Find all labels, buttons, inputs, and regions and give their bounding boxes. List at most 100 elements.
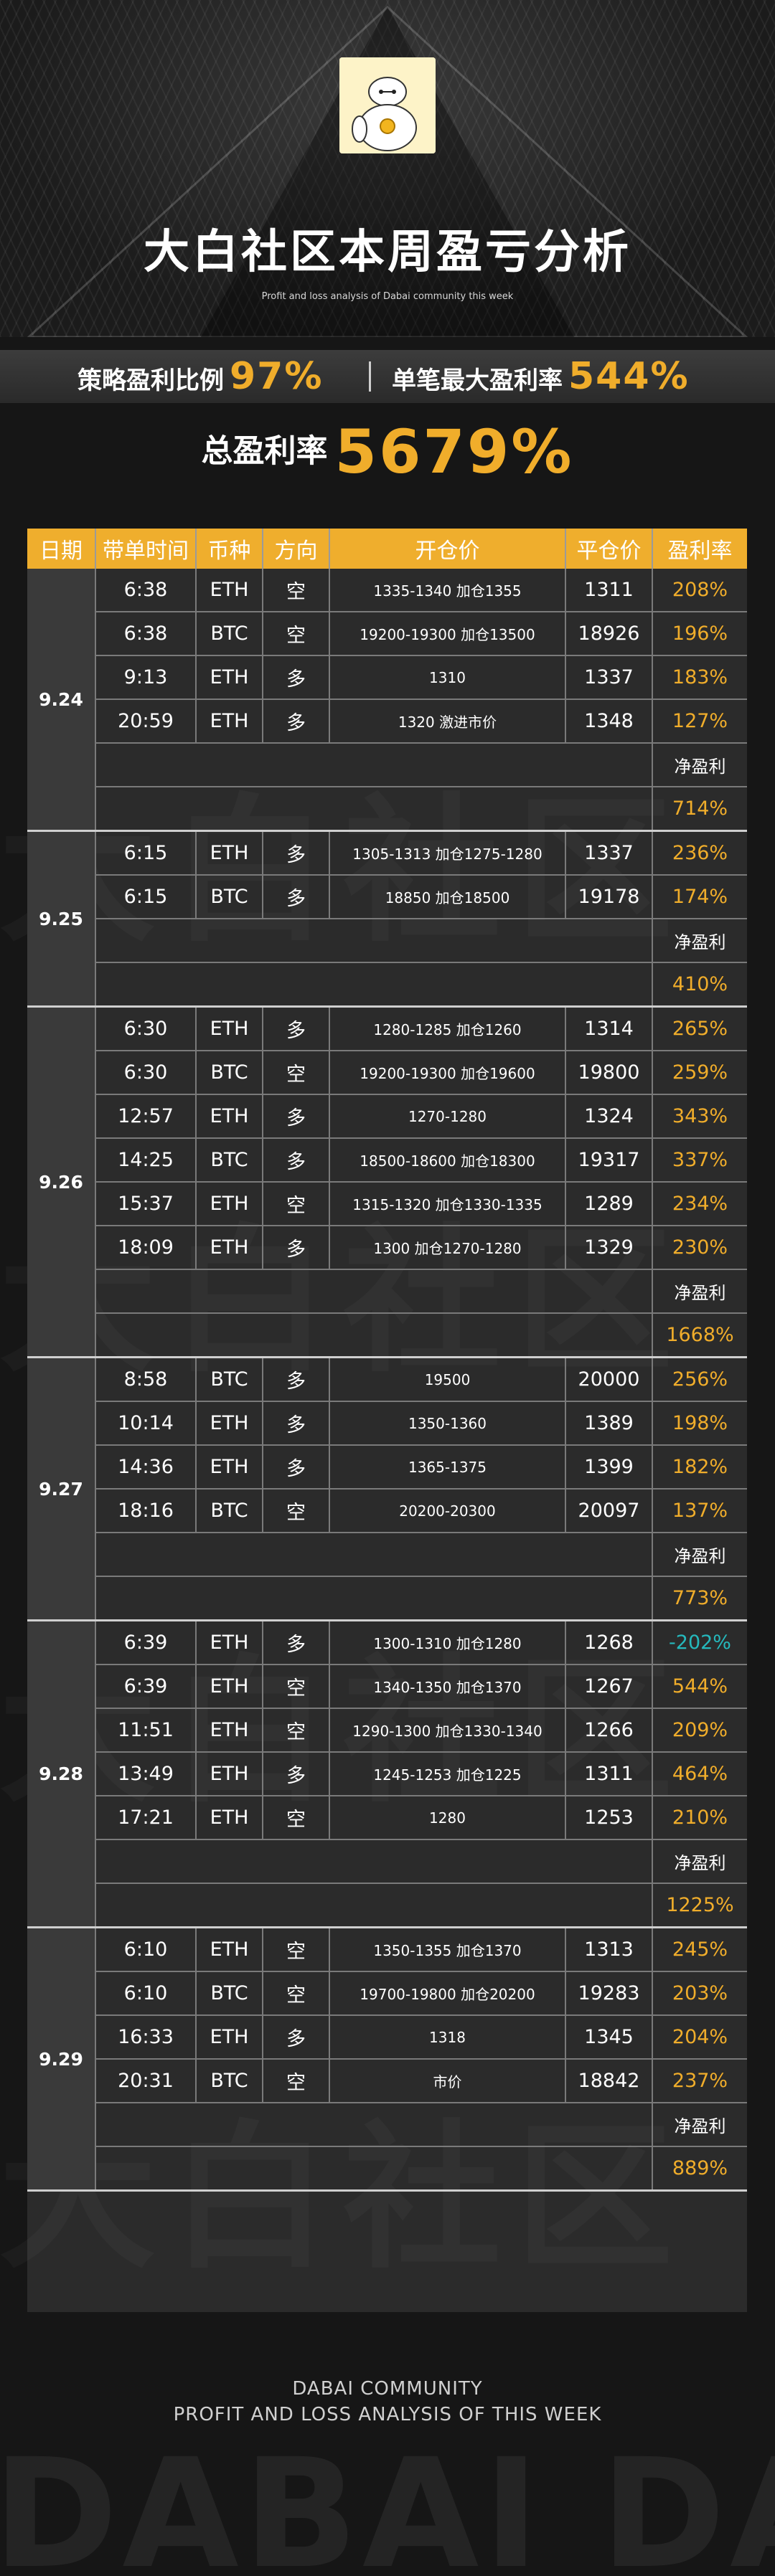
trade-table-panel: 大白社区 大白社区 大白社区 大白社区 日期 带单时间 币种 方向 开仓价 平仓… (27, 529, 747, 2312)
strategy-label: 策略盈利比例 (78, 366, 224, 395)
table-row: 6:15 BTC 多 18850 加仓18500 19178 174% (27, 875, 747, 919)
direction-cell: 空 (262, 2059, 329, 2103)
direction-cell: 空 (262, 1927, 329, 1972)
profit-rate-cell: 209% (652, 1708, 747, 1753)
table-row: 18:16 BTC 空 20200-20300 20097 137% (27, 1489, 747, 1533)
close-price-cell: 1329 (565, 1226, 652, 1270)
table-row: 6:30 BTC 空 19200-19300 加仓19600 19800 259% (27, 1051, 747, 1095)
direction-cell: 多 (262, 830, 329, 876)
profit-rate-cell: 174% (652, 875, 747, 919)
direction-cell: 多 (262, 1006, 329, 1051)
time-cell: 6:39 (95, 1620, 196, 1665)
direction-cell: 多 (262, 1752, 329, 1796)
footer-tagline: PROFIT AND LOSS ANALYSIS OF THIS WEEK (173, 2404, 602, 2425)
coin-cell: ETH (195, 1182, 263, 1226)
net-profit-value: 889% (652, 2146, 747, 2192)
time-cell: 15:37 (95, 1182, 196, 1226)
table-row: 9.24 6:38 ETH 空 1335-1340 加仓1355 1311 208% (27, 569, 747, 832)
coin-cell: BTC (195, 1971, 263, 2016)
direction-cell: 多 (262, 655, 329, 700)
profit-rate-cell: 230% (652, 1226, 747, 1270)
close-price-cell: 1311 (565, 569, 652, 612)
coin-cell: BTC (195, 612, 263, 656)
time-cell: 10:14 (95, 1401, 196, 1446)
direction-cell: 多 (262, 1445, 329, 1490)
coin-cell: ETH (195, 1796, 263, 1840)
time-cell: 6:15 (95, 830, 196, 876)
stats-divider (369, 361, 371, 392)
direction-cell: 多 (262, 1401, 329, 1446)
direction-cell: 多 (262, 1620, 329, 1665)
close-price-cell: 1314 (565, 1006, 652, 1051)
time-cell: 6:10 (95, 1927, 196, 1972)
coin-cell: ETH (195, 2015, 263, 2060)
net-label-row: 净盈利 (27, 1533, 747, 1577)
open-price-cell: 1335-1340 加仓1355 (329, 569, 565, 612)
empty-cell (95, 1883, 652, 1928)
close-price-cell: 20097 (565, 1489, 652, 1533)
strategy-stat: 策略盈利比例 97% (78, 350, 323, 403)
header-direction: 方向 (262, 529, 329, 569)
open-price-cell: 18500-18600 加仓18300 (329, 1138, 565, 1183)
header-date: 日期 (27, 529, 95, 569)
footer-community: DABAI COMMUNITY (292, 2378, 483, 2400)
direction-cell: 多 (262, 875, 329, 919)
coin-cell: ETH (195, 1094, 263, 1139)
table-body: 9.24 6:38 ETH 空 1335-1340 加仓1355 1311 208% 6:38… (27, 569, 747, 2192)
time-cell: 6:38 (95, 569, 196, 612)
net-value-row: 1668% (27, 1313, 747, 1358)
net-label-row: 净盈利 (27, 2103, 747, 2147)
time-cell: 16:33 (95, 2015, 196, 2060)
empty-cell (95, 1576, 652, 1621)
coin-cell: ETH (195, 1708, 263, 1753)
time-cell: 20:59 (95, 699, 196, 744)
net-value-row: 773% (27, 1576, 747, 1621)
direction-cell: 空 (262, 1489, 329, 1533)
close-price-cell: 1267 (565, 1665, 652, 1709)
date-cell: 9.28 (27, 1620, 95, 1928)
max-label: 单笔最大盈利率 (392, 366, 563, 395)
open-price-cell: 1305-1313 加仓1275-1280 (329, 830, 565, 876)
profit-rate-cell: -202% (652, 1620, 747, 1665)
profit-rate-cell: 464% (652, 1752, 747, 1796)
empty-cell (95, 1313, 652, 1358)
trade-table: 日期 带单时间 币种 方向 开仓价 平仓价 盈利率 9.24 6:38 ETH 空 13… (27, 529, 747, 2192)
total-label: 总盈利率 (201, 432, 328, 470)
direction-cell: 空 (262, 569, 329, 612)
direction-cell: 多 (262, 1094, 329, 1139)
net-profit-label: 净盈利 (652, 2103, 747, 2147)
coin-cell: ETH (195, 1401, 263, 1446)
net-label-row: 净盈利 (27, 1839, 747, 1884)
coin-cell: ETH (195, 1226, 263, 1270)
open-price-cell: 1280 (329, 1796, 565, 1840)
table-row: 15:37 ETH 空 1315-1320 加仓1330-1335 1289 234% (27, 1182, 747, 1226)
close-price-cell: 1337 (565, 655, 652, 700)
direction-cell: 多 (262, 2015, 329, 2060)
table-row: 18:09 ETH 多 1300 加仓1270-1280 1329 230% (27, 1226, 747, 1270)
table-header-row: 日期 带单时间 币种 方向 开仓价 平仓价 盈利率 (27, 529, 747, 569)
profit-rate-cell: 198% (652, 1401, 747, 1446)
coin-cell: ETH (195, 655, 263, 700)
header-open-price: 开仓价 (329, 529, 565, 569)
close-price-cell: 1253 (565, 1796, 652, 1840)
stats-bar: 策略盈利比例 97% 单笔最大盈利率 544% (0, 350, 775, 403)
open-price-cell: 市价 (329, 2059, 565, 2103)
empty-cell (95, 2146, 652, 2192)
table-row: 6:38 BTC 空 19200-19300 加仓13500 18926 196% (27, 612, 747, 656)
net-profit-value: 714% (652, 787, 747, 832)
direction-cell: 多 (262, 1226, 329, 1270)
close-price-cell: 19178 (565, 875, 652, 919)
time-cell: 12:57 (95, 1094, 196, 1139)
header-close-price: 平仓价 (565, 529, 652, 569)
profit-rate-cell: 208% (652, 569, 747, 612)
table-row: 10:14 ETH 多 1350-1360 1389 198% (27, 1401, 747, 1446)
table-row: 17:21 ETH 空 1280 1253 210% (27, 1796, 747, 1840)
coin-cell: BTC (195, 1357, 263, 1402)
coin-cell: ETH (195, 1752, 263, 1796)
profit-rate-cell: 204% (652, 2015, 747, 2060)
net-value-row: 410% (27, 962, 747, 1008)
profit-rate-cell: 183% (652, 655, 747, 700)
time-cell: 18:16 (95, 1489, 196, 1533)
profit-rate-cell: 337% (652, 1138, 747, 1183)
open-price-cell: 19500 (329, 1357, 565, 1402)
